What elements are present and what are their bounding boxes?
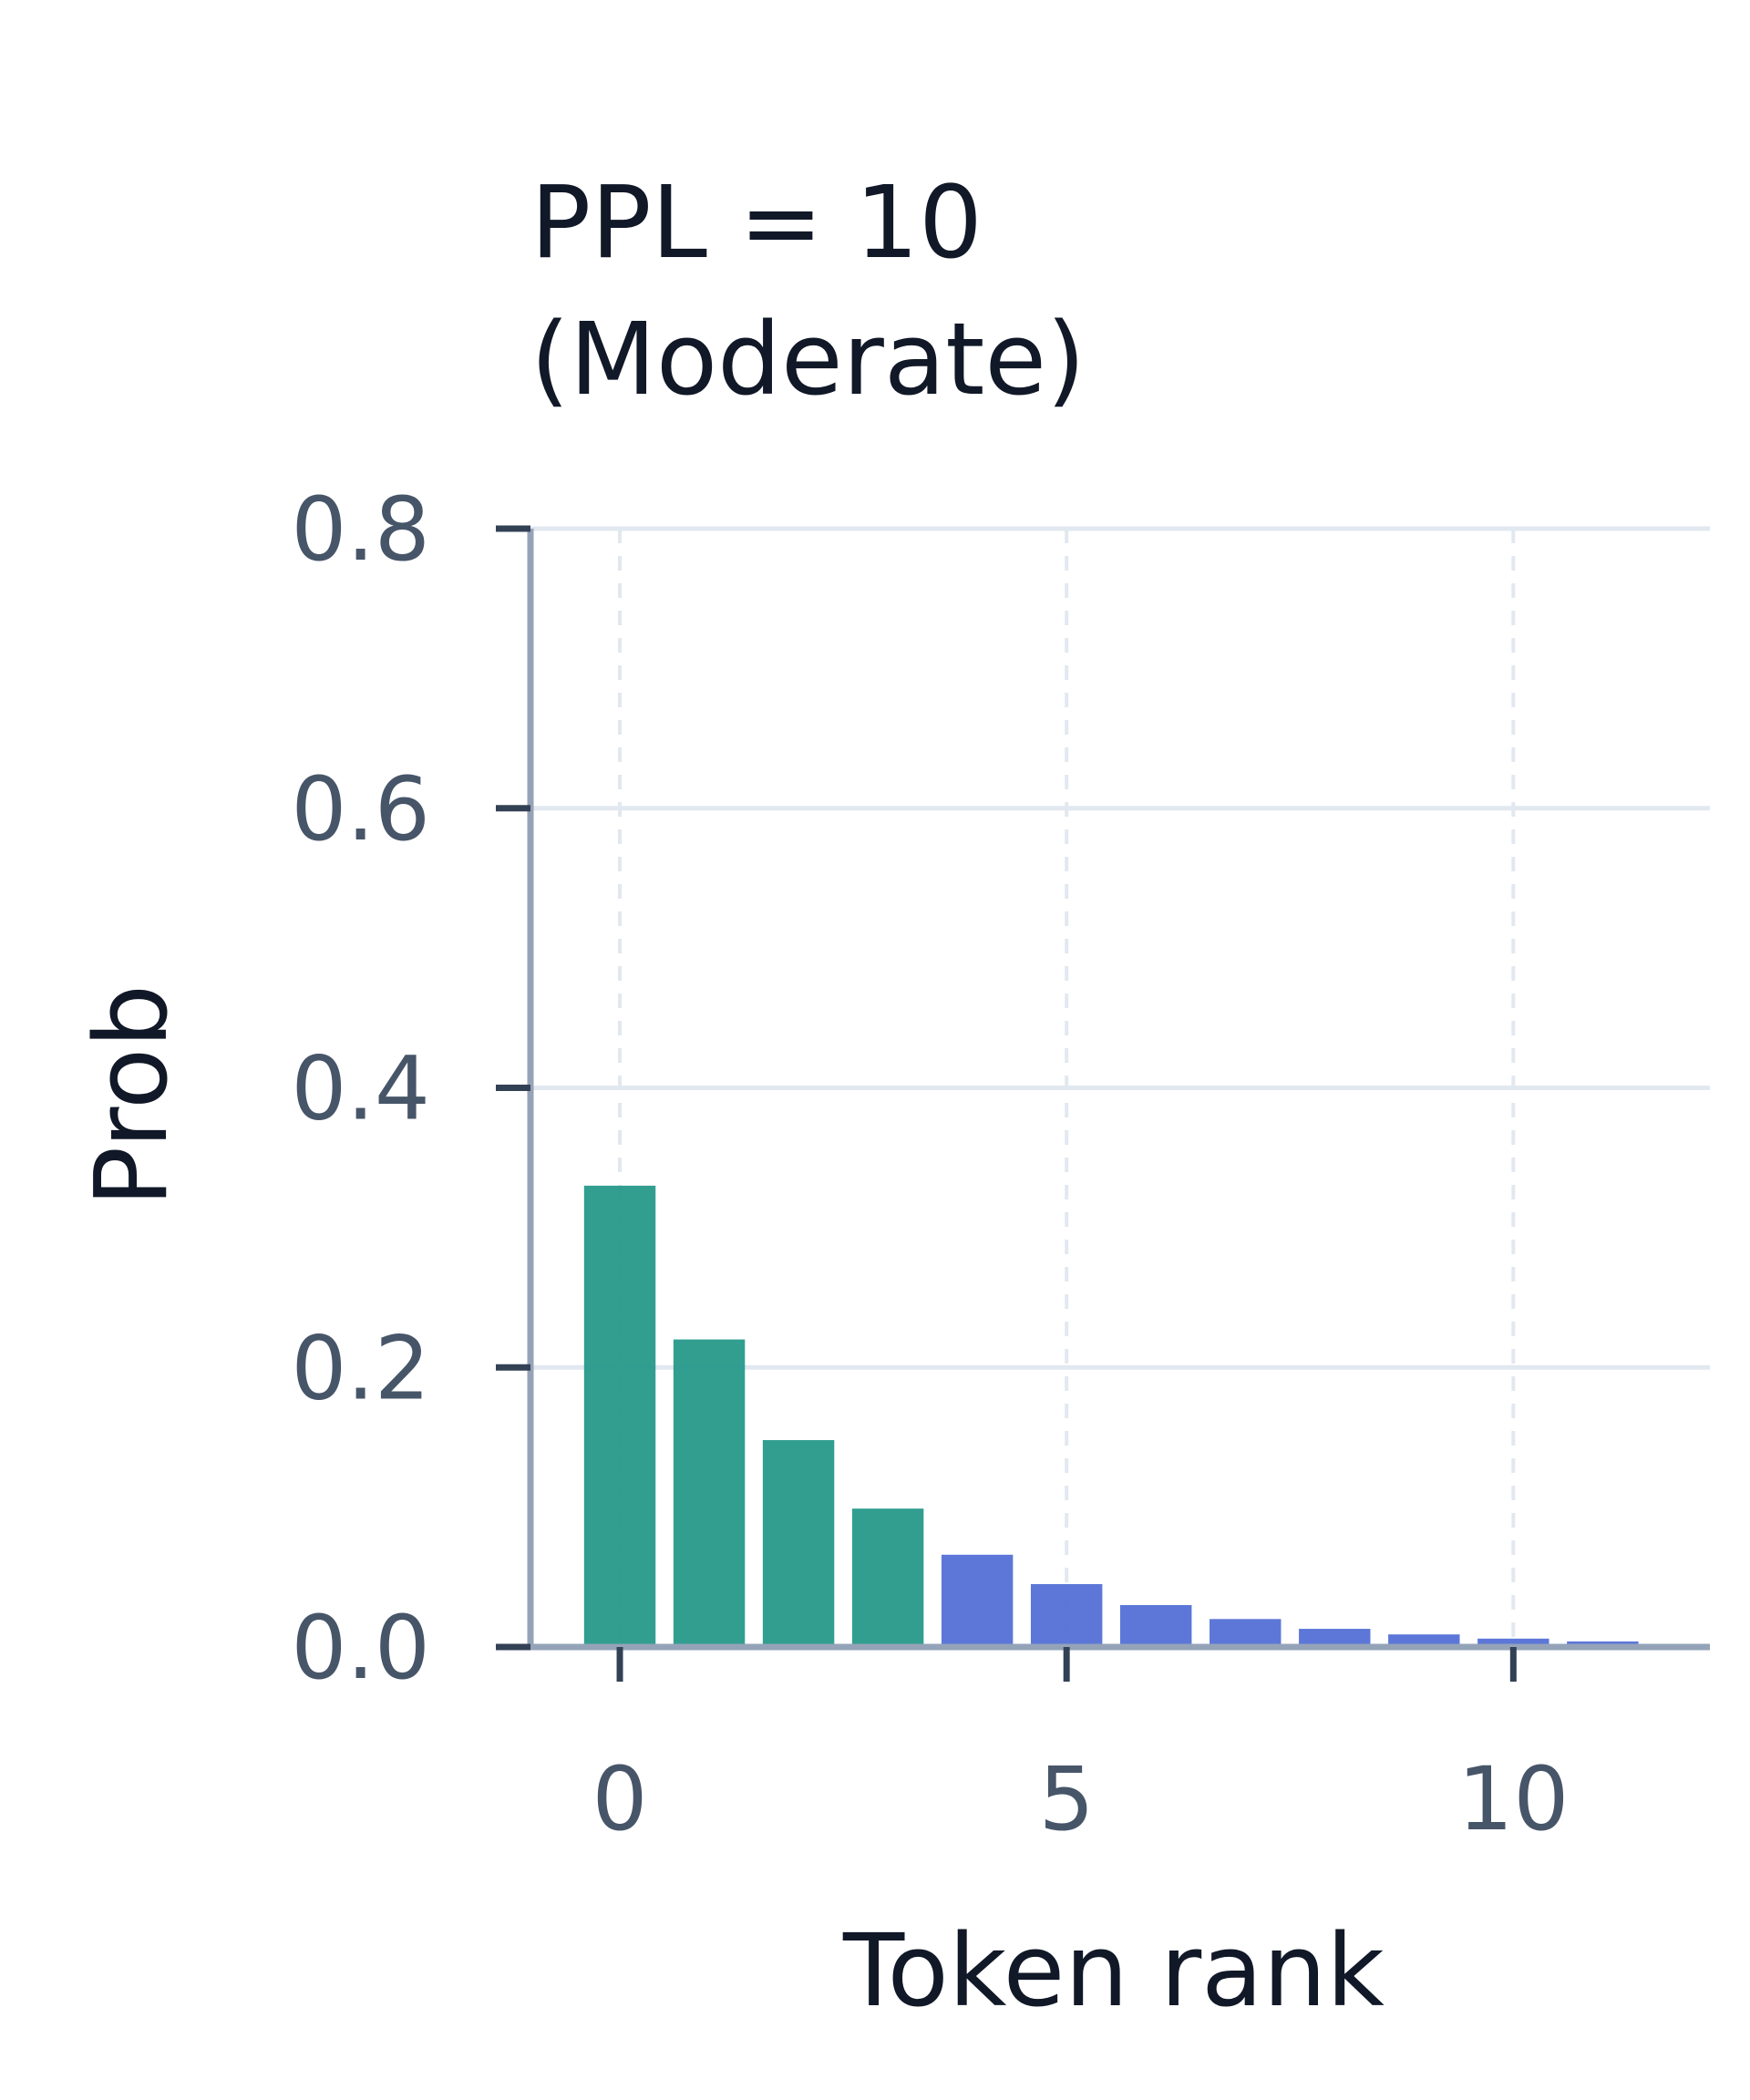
y-tick-label: 0.2 <box>291 1317 430 1419</box>
bar-rank-0 <box>583 1185 656 1647</box>
bars <box>583 1185 1639 1647</box>
x-tick-label: 10 <box>1457 1748 1569 1850</box>
axes <box>496 525 1710 1682</box>
bar-rank-7 <box>1210 1619 1282 1647</box>
bar-rank-2 <box>762 1440 835 1647</box>
tick-labels: 0.0 0.2 0.4 0.6 0.8 0 5 10 <box>291 479 1569 1850</box>
y-tick-label: 0.4 <box>291 1038 430 1140</box>
y-tick-label: 0.6 <box>291 758 430 860</box>
chart-title-line-1: PPL = 10 <box>530 164 983 281</box>
bar-rank-6 <box>1120 1604 1192 1647</box>
bar-rank-4 <box>941 1554 1014 1647</box>
bar-rank-5 <box>1030 1583 1103 1647</box>
bar-rank-8 <box>1299 1629 1371 1647</box>
y-tick-label: 0.0 <box>291 1597 430 1699</box>
bar-rank-3 <box>851 1508 924 1647</box>
bar-rank-1 <box>673 1339 746 1647</box>
x-tick-label: 5 <box>1039 1748 1095 1850</box>
x-tick-label: 0 <box>592 1748 647 1850</box>
y-tick-label: 0.8 <box>291 479 430 581</box>
bar-rank-10 <box>1477 1638 1549 1647</box>
y-axis-label: Prob <box>73 984 190 1207</box>
x-axis-label: Token rank <box>842 1912 1385 2029</box>
chart-title-line-2: (Moderate) <box>530 301 1086 417</box>
